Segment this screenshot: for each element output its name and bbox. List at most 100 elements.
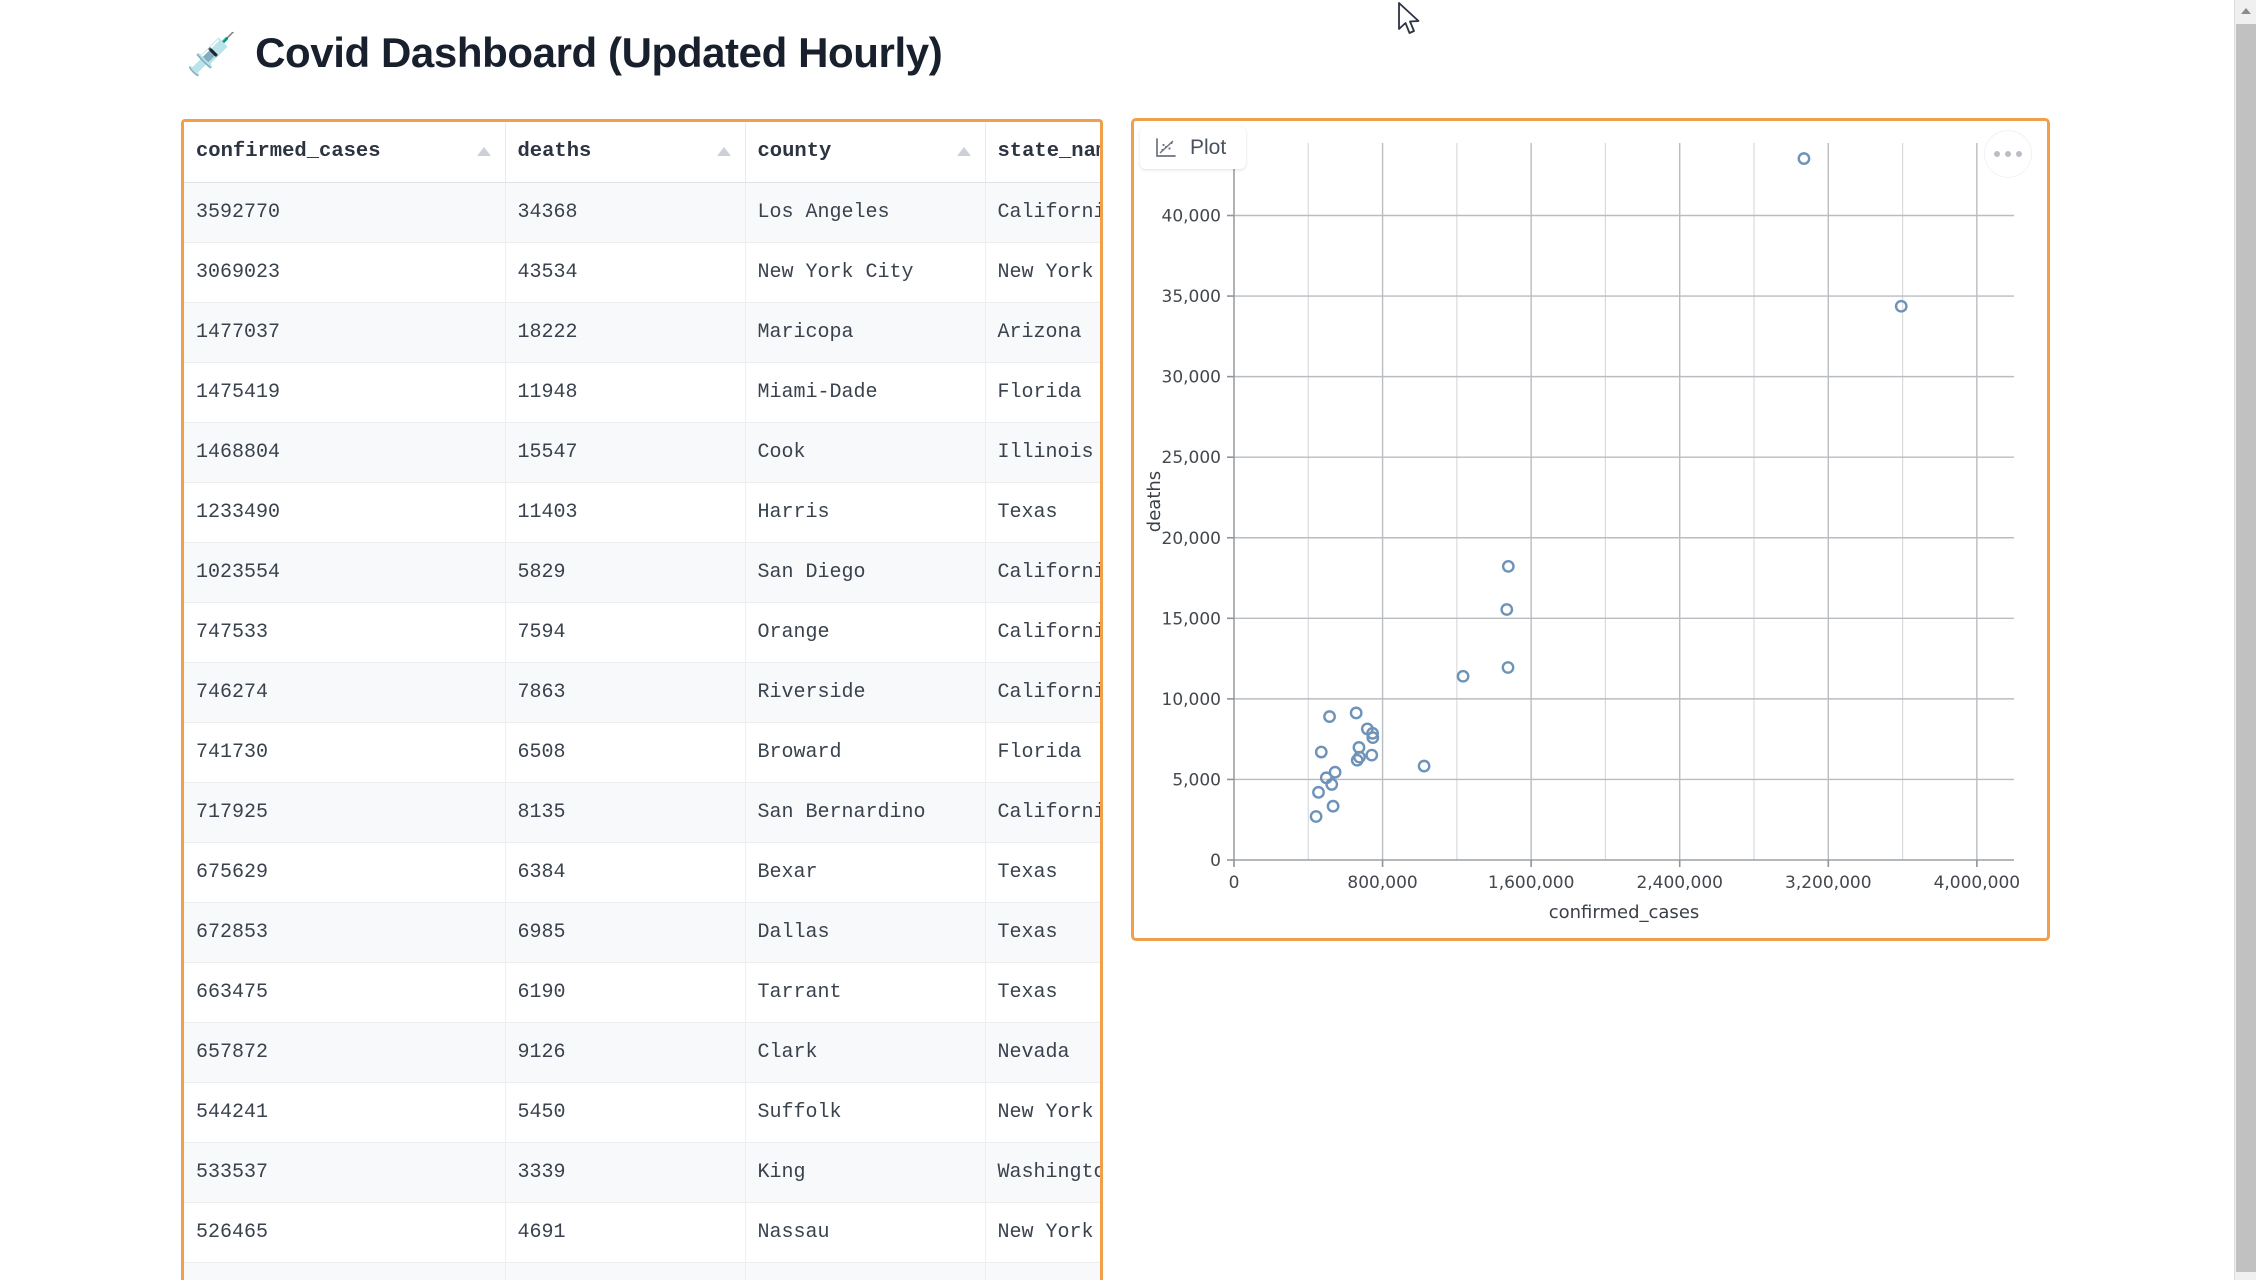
- cell-state_name: California: [985, 662, 1100, 723]
- cell-deaths: 4691: [505, 1202, 746, 1263]
- cell-deaths: 18222: [505, 302, 746, 363]
- cell-state_name: New York: [985, 1202, 1100, 1263]
- data-point: [1323, 710, 1336, 723]
- column-label: county: [757, 140, 832, 164]
- cell-county: Suffolk: [745, 1082, 986, 1143]
- data-point: [1501, 661, 1515, 674]
- data-table-panel[interactable]: confirmed_cases deaths county: [181, 119, 1103, 1280]
- cell-county: San Diego: [745, 542, 986, 603]
- cell-county: San Bernardino: [745, 782, 986, 843]
- table-row[interactable]: 544241 5450 Suffolk New York: [184, 1082, 1100, 1143]
- x-axis-title: confirmed_cases: [1549, 902, 1700, 923]
- cell-county: Miami-Dade: [745, 362, 986, 423]
- y-axis-title: deaths: [1144, 471, 1165, 532]
- tab-plot[interactable]: Plot: [1140, 127, 1247, 169]
- table-row[interactable]: 663475 6190 Tarrant Texas: [184, 962, 1100, 1023]
- column-label: deaths: [517, 140, 592, 164]
- cell-deaths: 11403: [505, 482, 746, 543]
- data-point: [1366, 731, 1380, 745]
- cell-county: King: [745, 1142, 986, 1203]
- table-row[interactable]: 3069023 43534 New York City New York: [184, 242, 1100, 303]
- table-row[interactable]: 1468804 15547 Cook Illinois: [184, 422, 1100, 483]
- data-point: [1328, 765, 1342, 779]
- x-tick-label: 3,200,000: [1785, 873, 1872, 893]
- data-point: [1309, 810, 1323, 823]
- cell-confirmed_cases: 3069023: [184, 242, 506, 303]
- data-point: [1894, 299, 1908, 313]
- cell-deaths: 34368: [505, 182, 746, 243]
- sort-ascending-triangle-icon[interactable]: [476, 147, 491, 157]
- table-row[interactable]: 1233490 11403 Harris Texas: [184, 482, 1100, 543]
- table-row[interactable]: 526465 4691 Nassau New York: [184, 1202, 1100, 1263]
- more-options-icon[interactable]: [1985, 131, 2031, 177]
- cell-deaths: 8902: [505, 1262, 746, 1280]
- cell-state_name: Florida: [985, 362, 1100, 423]
- cell-county: Wayne: [745, 1262, 986, 1280]
- column-header-state-name[interactable]: state_name: [985, 122, 1101, 183]
- table-row[interactable]: 657872 9126 Clark Nevada: [184, 1022, 1100, 1083]
- column-header-county[interactable]: county: [745, 122, 986, 183]
- table-row[interactable]: 675629 6384 Bexar Texas: [184, 842, 1100, 903]
- cell-state_name: California: [985, 782, 1100, 843]
- data-point: [1326, 799, 1340, 813]
- cell-state_name: Florida: [985, 722, 1100, 783]
- cell-state_name: Michigan: [985, 1262, 1100, 1280]
- column-header-confirmed-cases[interactable]: confirmed_cases: [184, 122, 506, 183]
- sort-ascending-triangle-icon[interactable]: [956, 147, 971, 157]
- cell-state_name: California: [985, 182, 1100, 243]
- cell-confirmed_cases: 663475: [184, 962, 506, 1023]
- table-row[interactable]: 1475419 11948 Miami-Dade Florida: [184, 362, 1100, 423]
- plot-canvas[interactable]: 0 5,000 10,000 15,000 20,000 25,000 30,000 35,0…: [1134, 121, 2047, 938]
- vertical-scrollbar[interactable]: [2234, 0, 2256, 1280]
- x-tick-label: 4,000,000: [1934, 873, 2021, 893]
- cell-confirmed_cases: 1475419: [184, 362, 506, 423]
- cell-confirmed_cases: 526465: [184, 1202, 506, 1263]
- table-row[interactable]: 5335373339KingWashington: [184, 1142, 1100, 1203]
- cell-confirmed_cases: 514512: [184, 1262, 506, 1280]
- dot: [2016, 151, 2022, 157]
- cell-county: Dallas: [745, 902, 986, 963]
- scrollbar-thumb[interactable]: [2236, 24, 2256, 1272]
- scroll-up-arrow-icon[interactable]: [2235, 0, 2256, 21]
- data-point: [1350, 753, 1364, 767]
- cell-county: Clark: [745, 1022, 986, 1083]
- table-row[interactable]: 672853 6985 Dallas Texas: [184, 902, 1100, 963]
- cell-deaths: 6190: [505, 962, 746, 1023]
- y-tick-label: 20,000: [1162, 529, 1221, 549]
- sort-ascending-triangle-icon[interactable]: [716, 147, 731, 157]
- table-row[interactable]: 741730 6508 Broward Florida: [184, 722, 1100, 783]
- data-point: [1360, 722, 1374, 736]
- cell-confirmed_cases: 1477037: [184, 302, 506, 363]
- y-tick-label: 30,000: [1162, 368, 1221, 388]
- table-row[interactable]: 7462747863RiversideCalifornia: [184, 662, 1100, 723]
- syringe-icon: 💉: [186, 30, 238, 77]
- cell-state_name: Nevada: [985, 1022, 1100, 1083]
- data-point: [1456, 669, 1470, 683]
- cell-county: Los Angeles: [745, 182, 986, 243]
- plot-panel[interactable]: 0 5,000 10,000 15,000 20,000 25,000 30,000 35,0…: [1131, 118, 2050, 941]
- y-tick-label: 15,000: [1162, 609, 1221, 629]
- cell-state_name: Arizona: [985, 302, 1100, 363]
- table-row[interactable]: 7475337594OrangeCalifornia: [184, 602, 1100, 663]
- cell-confirmed_cases: 741730: [184, 722, 506, 783]
- data-point: [1417, 759, 1431, 773]
- column-label: state_name: [997, 140, 1101, 164]
- data-point: [1349, 706, 1363, 720]
- cell-county: Nassau: [745, 1202, 986, 1263]
- x-tick-label: 1,600,000: [1488, 873, 1575, 893]
- table-row[interactable]: 5145128902WayneMichigan: [184, 1262, 1100, 1280]
- page-title: 💉 Covid Dashboard (Updated Hourly): [186, 29, 943, 77]
- cell-county: New York City: [745, 242, 986, 303]
- scatter-chart: 0 5,000 10,000 15,000 20,000 25,000 30,000 35,0…: [1144, 143, 2021, 923]
- table-row[interactable]: 1477037 18222 Maricopa Arizona: [184, 302, 1100, 363]
- data-point: [1797, 152, 1811, 165]
- mouse-cursor: [1398, 2, 1420, 34]
- cell-state_name: New York: [985, 1082, 1100, 1143]
- cell-deaths: 7594: [505, 602, 746, 663]
- column-header-deaths[interactable]: deaths: [505, 122, 746, 183]
- data-point: [1312, 785, 1325, 799]
- y-tick-label: 5,000: [1172, 770, 1221, 790]
